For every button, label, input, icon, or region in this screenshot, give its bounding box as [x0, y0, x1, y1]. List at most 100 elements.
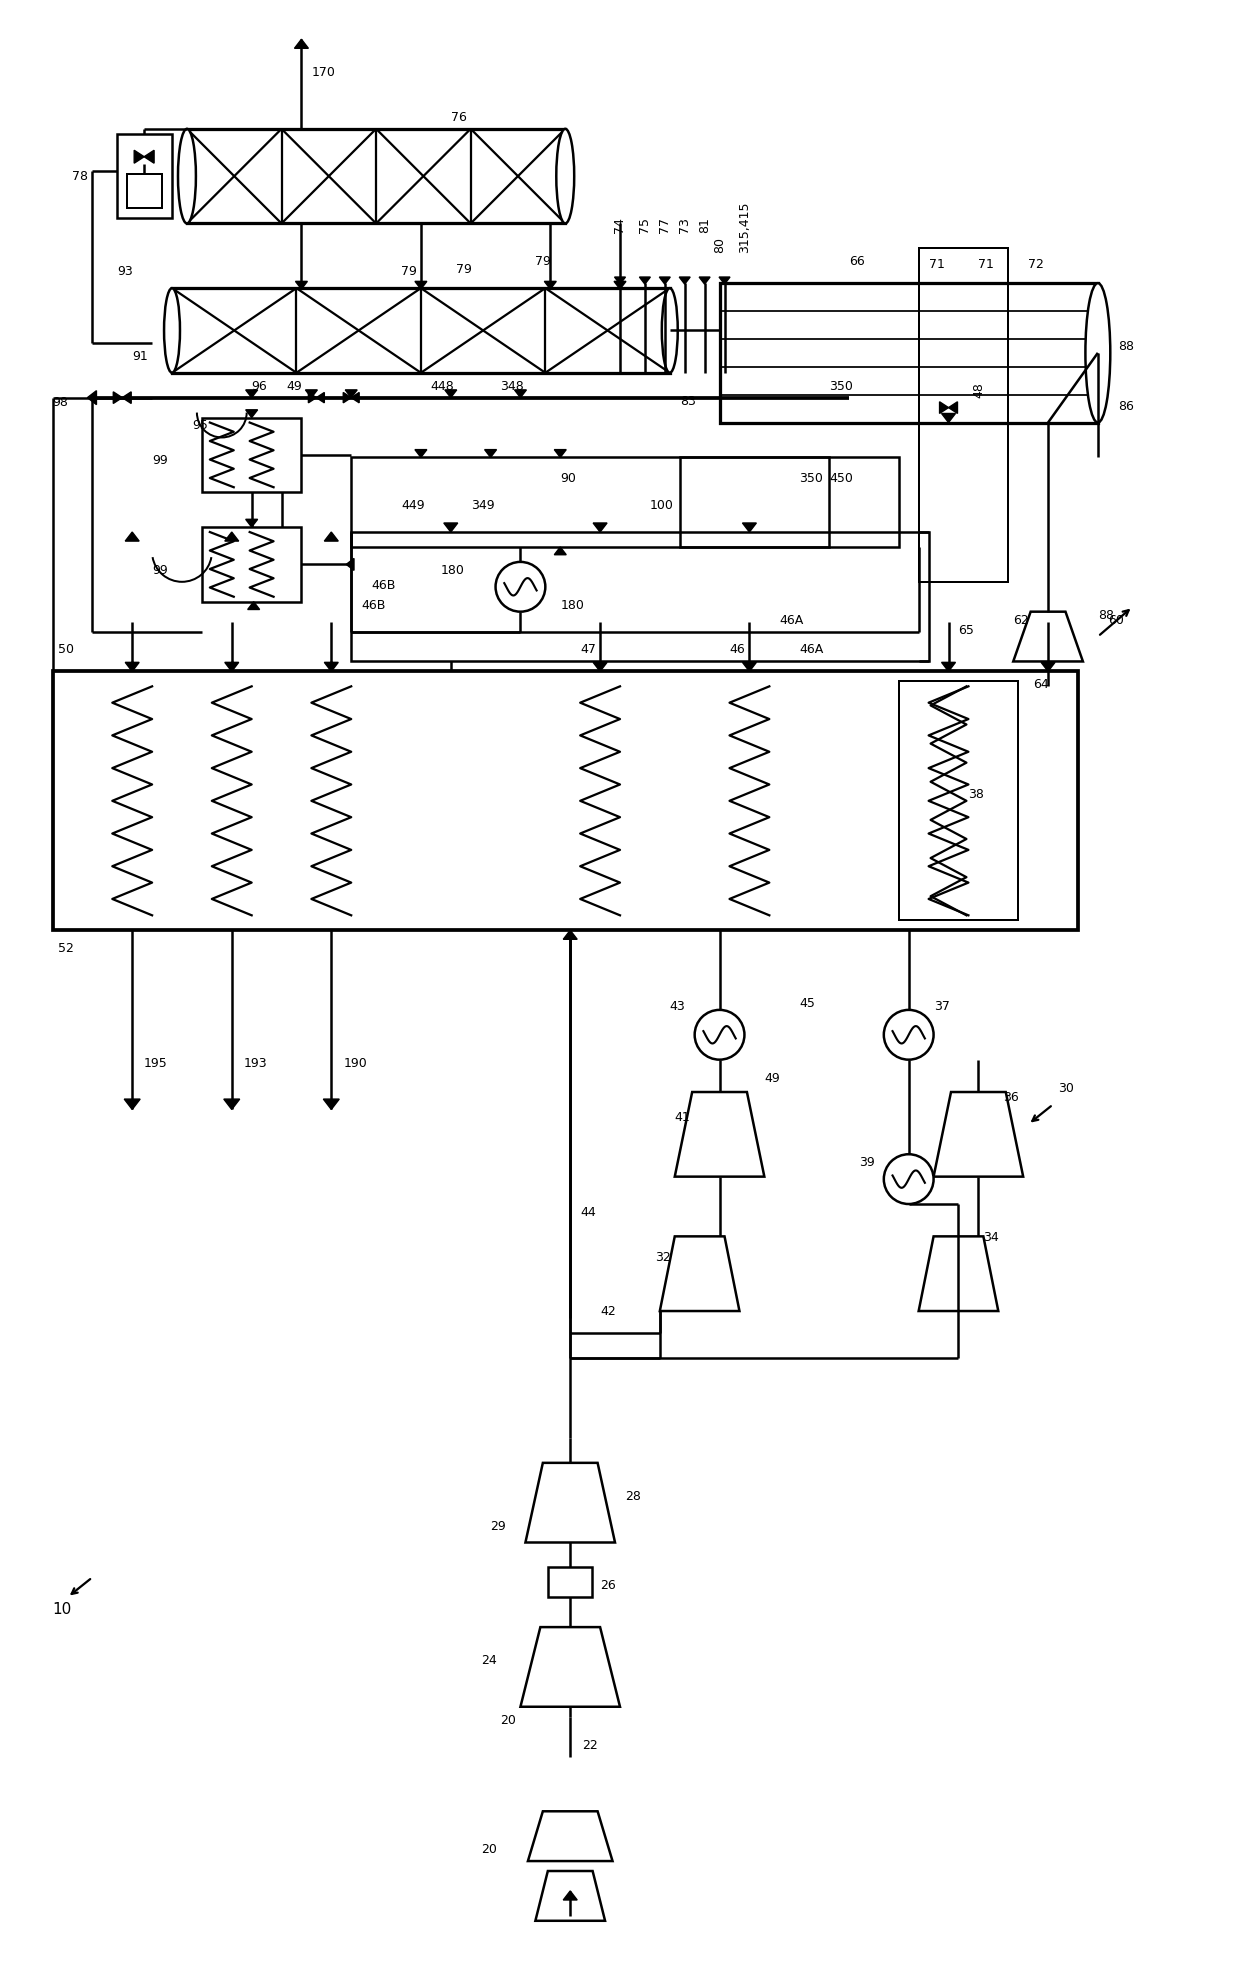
Text: 450: 450: [830, 473, 853, 485]
Text: 448: 448: [430, 380, 455, 392]
Polygon shape: [125, 662, 139, 672]
Text: 88: 88: [1097, 609, 1114, 623]
Polygon shape: [325, 662, 339, 672]
Circle shape: [694, 1011, 744, 1060]
Text: 96: 96: [252, 380, 268, 392]
Circle shape: [496, 561, 546, 611]
Bar: [351, 532, 929, 662]
Ellipse shape: [179, 128, 196, 223]
Polygon shape: [351, 392, 360, 402]
Polygon shape: [675, 1091, 764, 1176]
Polygon shape: [87, 390, 97, 404]
Text: 71: 71: [929, 258, 945, 272]
Text: 190: 190: [343, 1056, 367, 1070]
Bar: [187, 128, 565, 223]
Text: 80: 80: [713, 236, 727, 254]
Polygon shape: [144, 150, 154, 164]
Text: 99: 99: [153, 455, 167, 467]
Text: 193: 193: [244, 1056, 268, 1070]
Text: 41: 41: [675, 1111, 691, 1125]
Polygon shape: [593, 522, 608, 532]
Polygon shape: [415, 449, 427, 457]
Text: 71: 71: [978, 258, 994, 272]
Text: 74: 74: [614, 217, 626, 232]
Polygon shape: [563, 1891, 577, 1899]
Polygon shape: [941, 662, 956, 672]
Text: 29: 29: [491, 1519, 506, 1533]
Bar: [172, 288, 670, 372]
Polygon shape: [309, 392, 316, 402]
Text: 10: 10: [52, 1602, 72, 1617]
Text: 72: 72: [1028, 258, 1044, 272]
Text: 39: 39: [859, 1156, 874, 1168]
Text: 88: 88: [1117, 341, 1133, 353]
Polygon shape: [554, 548, 567, 556]
Text: 100: 100: [650, 498, 673, 512]
Text: 46: 46: [729, 644, 745, 656]
Text: 52: 52: [57, 942, 73, 955]
Text: 99: 99: [153, 563, 167, 577]
Text: 46A: 46A: [779, 613, 804, 626]
Text: 86: 86: [1117, 400, 1133, 412]
Text: 26: 26: [600, 1580, 616, 1592]
Text: 34: 34: [983, 1231, 999, 1243]
Text: 46B: 46B: [361, 599, 386, 611]
Bar: [351, 457, 899, 548]
Bar: [919, 248, 1008, 581]
Text: 90: 90: [560, 473, 577, 485]
Polygon shape: [919, 1237, 998, 1310]
Polygon shape: [544, 282, 557, 290]
Bar: [899, 682, 1018, 920]
Polygon shape: [224, 662, 239, 672]
Text: 65: 65: [959, 624, 975, 636]
Text: 91: 91: [133, 351, 148, 362]
Text: 180: 180: [440, 563, 465, 577]
Polygon shape: [949, 402, 957, 414]
Bar: [680, 457, 830, 548]
Text: 37: 37: [934, 1001, 950, 1013]
Polygon shape: [563, 930, 577, 940]
Polygon shape: [485, 449, 496, 457]
Polygon shape: [1013, 611, 1083, 662]
Text: 20: 20: [481, 1844, 496, 1856]
Text: 195: 195: [144, 1056, 167, 1070]
Polygon shape: [134, 150, 144, 164]
Polygon shape: [680, 278, 691, 284]
Text: 43: 43: [670, 1001, 686, 1013]
Text: 46A: 46A: [800, 644, 823, 656]
Polygon shape: [526, 1464, 615, 1543]
Polygon shape: [719, 278, 730, 284]
Polygon shape: [316, 392, 325, 402]
Circle shape: [884, 1011, 934, 1060]
Ellipse shape: [164, 288, 180, 372]
Polygon shape: [346, 558, 353, 571]
Polygon shape: [224, 532, 239, 542]
Polygon shape: [660, 278, 671, 284]
Polygon shape: [614, 282, 626, 290]
Ellipse shape: [557, 128, 574, 223]
Polygon shape: [528, 1810, 613, 1862]
Polygon shape: [345, 390, 357, 398]
Polygon shape: [248, 601, 259, 609]
Text: 64: 64: [1033, 678, 1049, 691]
Text: 20: 20: [501, 1714, 516, 1726]
Polygon shape: [515, 390, 527, 398]
Text: 50: 50: [57, 644, 73, 656]
Text: 28: 28: [625, 1489, 641, 1503]
Text: 32: 32: [655, 1251, 671, 1263]
Polygon shape: [940, 402, 949, 414]
Text: 98: 98: [52, 396, 68, 410]
Polygon shape: [415, 282, 427, 290]
Polygon shape: [444, 522, 458, 532]
Text: 79: 79: [536, 256, 552, 268]
Text: 60: 60: [1107, 613, 1123, 626]
Polygon shape: [699, 278, 711, 284]
Text: 95: 95: [192, 420, 208, 433]
Polygon shape: [934, 1091, 1023, 1176]
Text: 79: 79: [401, 266, 417, 278]
Text: 79: 79: [456, 264, 471, 276]
Polygon shape: [743, 522, 756, 532]
Text: 30: 30: [1058, 1082, 1074, 1095]
Text: 66: 66: [849, 256, 864, 268]
Polygon shape: [246, 390, 258, 398]
